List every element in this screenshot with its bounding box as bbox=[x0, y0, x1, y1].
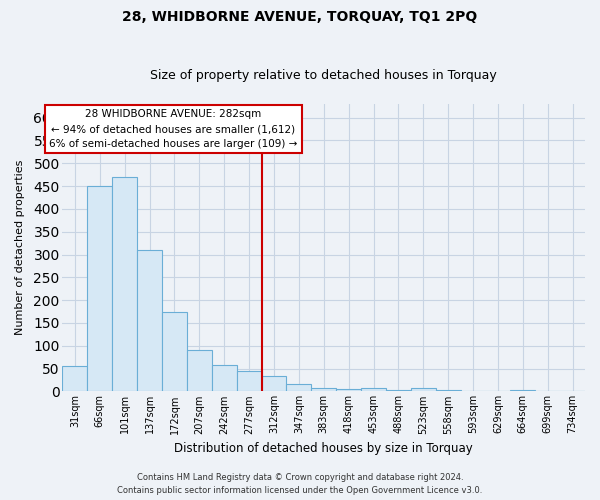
Y-axis label: Number of detached properties: Number of detached properties bbox=[15, 160, 25, 336]
Bar bbox=[436, 390, 461, 392]
Bar bbox=[361, 388, 386, 392]
Text: 28, WHIDBORNE AVENUE, TORQUAY, TQ1 2PQ: 28, WHIDBORNE AVENUE, TORQUAY, TQ1 2PQ bbox=[122, 10, 478, 24]
Bar bbox=[162, 312, 187, 392]
Bar bbox=[236, 371, 262, 392]
Text: 28 WHIDBORNE AVENUE: 282sqm
← 94% of detached houses are smaller (1,612)
6% of s: 28 WHIDBORNE AVENUE: 282sqm ← 94% of det… bbox=[49, 110, 298, 149]
Bar bbox=[62, 366, 88, 392]
X-axis label: Distribution of detached houses by size in Torquay: Distribution of detached houses by size … bbox=[175, 442, 473, 455]
Bar bbox=[187, 350, 212, 392]
Bar bbox=[311, 388, 336, 392]
Bar bbox=[88, 186, 112, 392]
Bar bbox=[137, 250, 162, 392]
Bar bbox=[112, 177, 137, 392]
Bar bbox=[411, 388, 436, 392]
Bar bbox=[286, 384, 311, 392]
Bar bbox=[262, 376, 286, 392]
Text: Contains HM Land Registry data © Crown copyright and database right 2024.
Contai: Contains HM Land Registry data © Crown c… bbox=[118, 474, 482, 495]
Bar bbox=[336, 388, 361, 392]
Title: Size of property relative to detached houses in Torquay: Size of property relative to detached ho… bbox=[151, 69, 497, 82]
Bar bbox=[212, 365, 236, 392]
Bar bbox=[511, 390, 535, 392]
Bar bbox=[386, 390, 411, 392]
